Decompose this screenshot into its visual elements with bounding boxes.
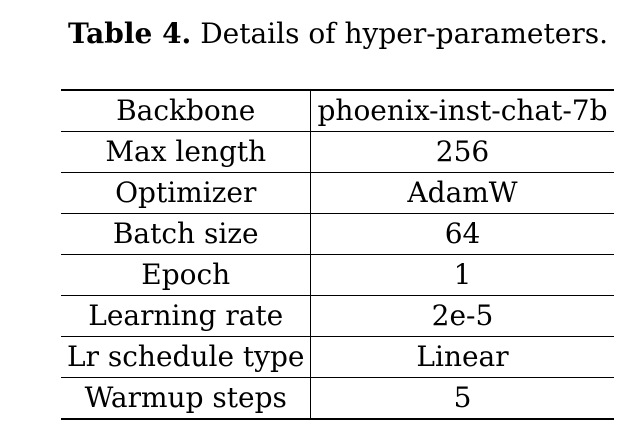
param-name: Batch size — [61, 213, 312, 255]
caption-text: Details of hyper-parameters. — [200, 17, 608, 50]
param-value: 1 — [310, 254, 614, 296]
param-name: Lr schedule type — [61, 336, 312, 378]
param-value: 256 — [310, 131, 614, 173]
param-name: Warmup steps — [61, 377, 312, 420]
param-name: Backbone — [61, 89, 312, 132]
param-value: 2e-5 — [310, 295, 614, 337]
table-row: Lr schedule type Linear — [61, 336, 614, 378]
param-value: AdamW — [310, 172, 614, 214]
table-row: Backbone phoenix-inst-chat-7b — [61, 89, 614, 132]
table-caption: Table 4. Details of hyper-parameters. — [68, 14, 608, 54]
param-name: Max length — [61, 131, 312, 173]
param-value: Linear — [310, 336, 614, 378]
param-name: Epoch — [61, 254, 312, 296]
table-row: Learning rate 2e-5 — [61, 295, 614, 337]
param-value: 5 — [310, 377, 614, 420]
table-row: Optimizer AdamW — [61, 172, 614, 214]
param-value: 64 — [310, 213, 614, 255]
table-row: Max length 256 — [61, 131, 614, 173]
param-value: phoenix-inst-chat-7b — [310, 89, 614, 132]
caption-label: Table 4. — [68, 17, 192, 50]
hyperparameter-table: Backbone phoenix-inst-chat-7b Max length… — [61, 89, 614, 420]
table-row: Warmup steps 5 — [61, 377, 614, 420]
param-name: Learning rate — [61, 295, 312, 337]
table-row: Epoch 1 — [61, 254, 614, 296]
table-row: Batch size 64 — [61, 213, 614, 255]
param-name: Optimizer — [61, 172, 312, 214]
